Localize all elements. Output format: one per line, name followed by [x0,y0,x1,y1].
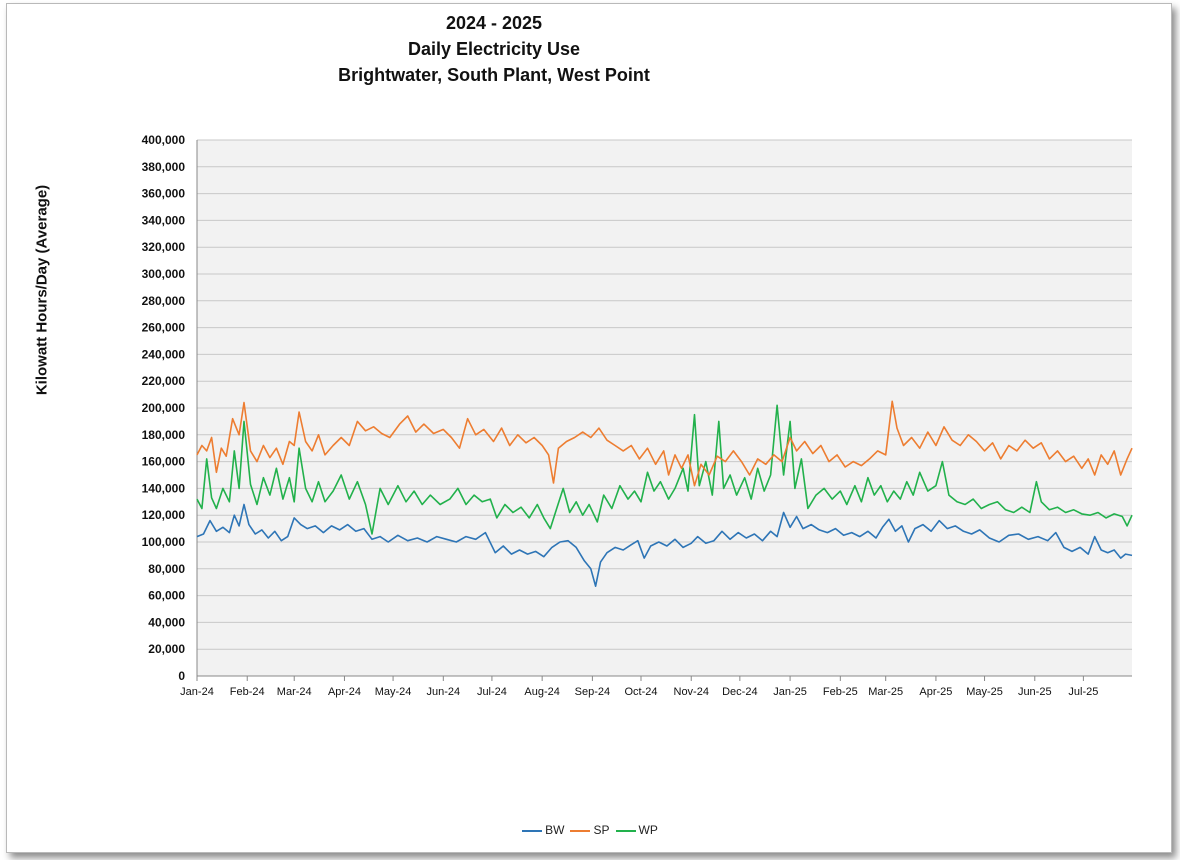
y-tick-label: 20,000 [148,642,185,656]
y-tick-label: 0 [178,669,185,683]
legend-label: SP [593,822,610,837]
y-tick-label: 80,000 [148,562,185,576]
x-tick-label: Dec-24 [722,686,757,698]
legend: BW SP WP [0,822,1180,837]
y-tick-label: 100,000 [142,535,186,549]
chart-title-line-1: 2024 - 2025 [445,13,543,33]
y-tick-label: 360,000 [142,187,186,201]
y-tick-label: 240,000 [142,347,186,361]
x-tick-label: Jan-24 [180,686,214,698]
legend-swatch [570,829,591,832]
x-tick-label: May-25 [966,686,1003,698]
legend-swatch [522,829,543,832]
y-tick-label: 120,000 [142,508,186,522]
x-tick-label: Apr-24 [328,686,361,698]
x-tick-label: Nov-24 [674,686,709,698]
x-tick-label: Oct-24 [624,686,657,698]
x-tick-label: Jun-24 [426,686,460,698]
y-tick-label: 260,000 [142,321,186,335]
series-line-wp [196,404,1133,535]
x-tick-label: Mar-25 [868,686,903,698]
y-tick-label: 60,000 [148,589,185,603]
y-tick-label: 300,000 [142,267,186,281]
y-tick-label: 160,000 [142,455,186,469]
x-tick-label: Apr-25 [919,686,952,698]
x-tick-label: May-24 [375,686,412,698]
x-tick-label: Feb-24 [230,686,265,698]
legend-item-wp: WP [615,822,658,837]
x-tick-label: Jan-25 [773,686,807,698]
y-tick-label: 380,000 [142,160,186,174]
chart-title-line-2: Daily Electricity Use [407,39,581,59]
series-line-sp [196,400,1133,487]
y-tick-label: 340,000 [142,213,186,227]
chart-title: 2024 - 2025 Daily Electricity Use Bright… [0,10,988,88]
series-line-bw [196,503,1133,587]
x-tick-label: Jul-25 [1068,686,1098,698]
y-tick-label: 140,000 [142,481,186,495]
x-tick-label: Sep-24 [575,686,610,698]
x-tick-label: Jun-25 [1018,686,1052,698]
x-tick-label: Mar-24 [277,686,312,698]
legend-swatch [615,829,636,832]
x-tick-label: Feb-25 [823,686,858,698]
y-tick-label: 400,000 [142,133,186,147]
legend-item-bw: BW [522,823,564,837]
y-tick-label: 180,000 [142,428,186,442]
chart-title-line-3: Brightwater, South Plant, West Point [338,65,650,85]
y-tick-label: 220,000 [142,374,186,388]
x-tick-label: Jul-24 [477,686,507,698]
y-tick-label: 40,000 [148,615,185,629]
y-tick-label: 320,000 [142,240,186,254]
legend-label: BW [545,822,565,837]
x-tick-label: Aug-24 [524,686,559,698]
legend-label: WP [638,822,658,837]
y-tick-label: 280,000 [142,294,186,308]
y-tick-label: 200,000 [142,401,186,415]
legend-item-sp: SP [570,822,610,837]
